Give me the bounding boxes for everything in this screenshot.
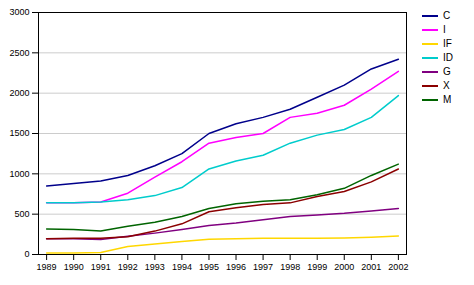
svg-text:500: 500 [14,209,29,219]
svg-text:1998: 1998 [280,262,300,272]
html-text:IF: IF [443,38,452,49]
svg-text:0: 0 [24,249,29,259]
svg-text:1989: 1989 [37,262,57,272]
svg-text:2002: 2002 [388,262,408,272]
svg-text:1996: 1996 [226,262,246,272]
svg-text:1997: 1997 [253,262,273,272]
svg-text:1994: 1994 [172,262,192,272]
svg-text:1995: 1995 [199,262,219,272]
svg-text:2500: 2500 [9,48,29,58]
html-text:C: C [443,10,451,21]
html-text:ID: ID [443,52,453,63]
svg-text:1991: 1991 [91,262,111,272]
svg-text:2001: 2001 [361,262,381,272]
html-text:X: X [443,80,450,91]
svg-text:3000: 3000 [9,7,29,17]
svg-text:2000: 2000 [9,88,29,98]
svg-text:1999: 1999 [307,262,327,272]
svg-text:1990: 1990 [64,262,84,272]
svg-text:1500: 1500 [9,128,29,138]
svg-text:2000: 2000 [334,262,354,272]
html-text:I: I [443,24,446,35]
svg-text:1992: 1992 [118,262,138,272]
html-text:G: G [443,66,451,77]
svg-text:1000: 1000 [9,169,29,179]
svg-text:1993: 1993 [145,262,165,272]
html-text:M: M [443,94,452,105]
